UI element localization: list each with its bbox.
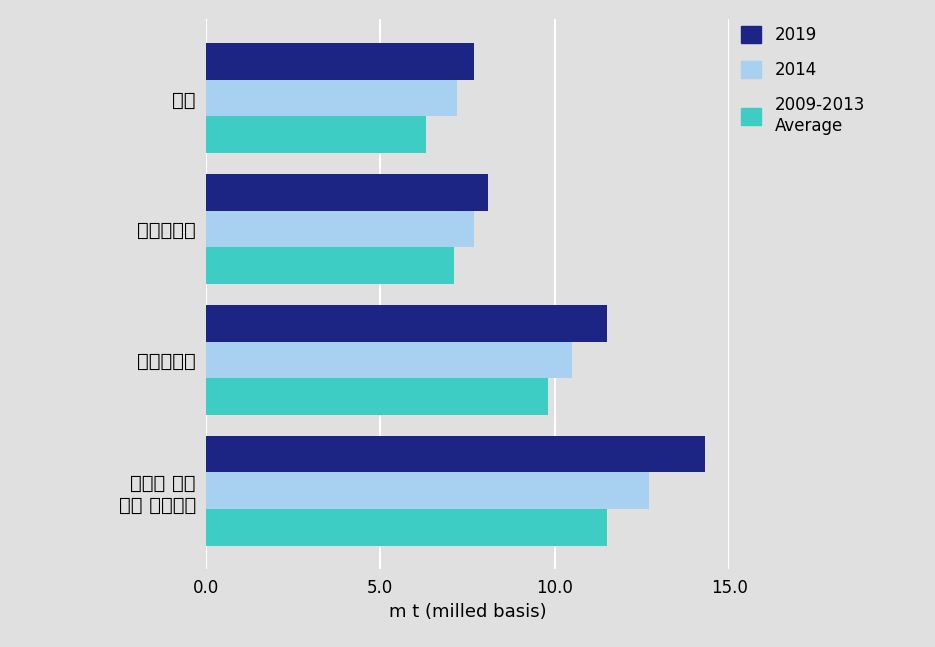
Bar xyxy=(206,305,607,342)
Bar xyxy=(206,436,705,472)
Bar xyxy=(206,342,572,378)
Bar xyxy=(206,247,453,284)
Bar xyxy=(206,174,488,210)
Bar xyxy=(206,80,457,116)
Bar xyxy=(206,116,425,153)
Legend: 2019, 2014, 2009-2013
Average: 2019, 2014, 2009-2013 Average xyxy=(735,19,871,141)
Bar xyxy=(206,378,548,415)
Bar xyxy=(206,509,607,546)
X-axis label: m t (milled basis): m t (milled basis) xyxy=(389,602,546,620)
Bar xyxy=(206,210,474,247)
Bar xyxy=(206,43,474,80)
Bar xyxy=(206,472,649,509)
